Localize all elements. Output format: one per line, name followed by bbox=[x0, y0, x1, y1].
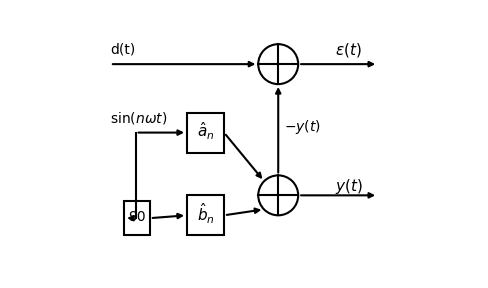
Text: $\mathrm{sin}(n\omega t)$: $\mathrm{sin}(n\omega t)$ bbox=[110, 110, 167, 126]
Text: $\hat{b}_n$: $\hat{b}_n$ bbox=[197, 202, 214, 226]
Text: d(t): d(t) bbox=[110, 43, 135, 57]
Text: $\hat{a}_n$: $\hat{a}_n$ bbox=[197, 120, 214, 142]
Text: 90: 90 bbox=[128, 210, 146, 224]
Text: $y(t)$: $y(t)$ bbox=[335, 177, 363, 196]
Text: $\varepsilon(t)$: $\varepsilon(t)$ bbox=[335, 41, 362, 59]
Text: $-y(t)$: $-y(t)$ bbox=[284, 118, 321, 136]
